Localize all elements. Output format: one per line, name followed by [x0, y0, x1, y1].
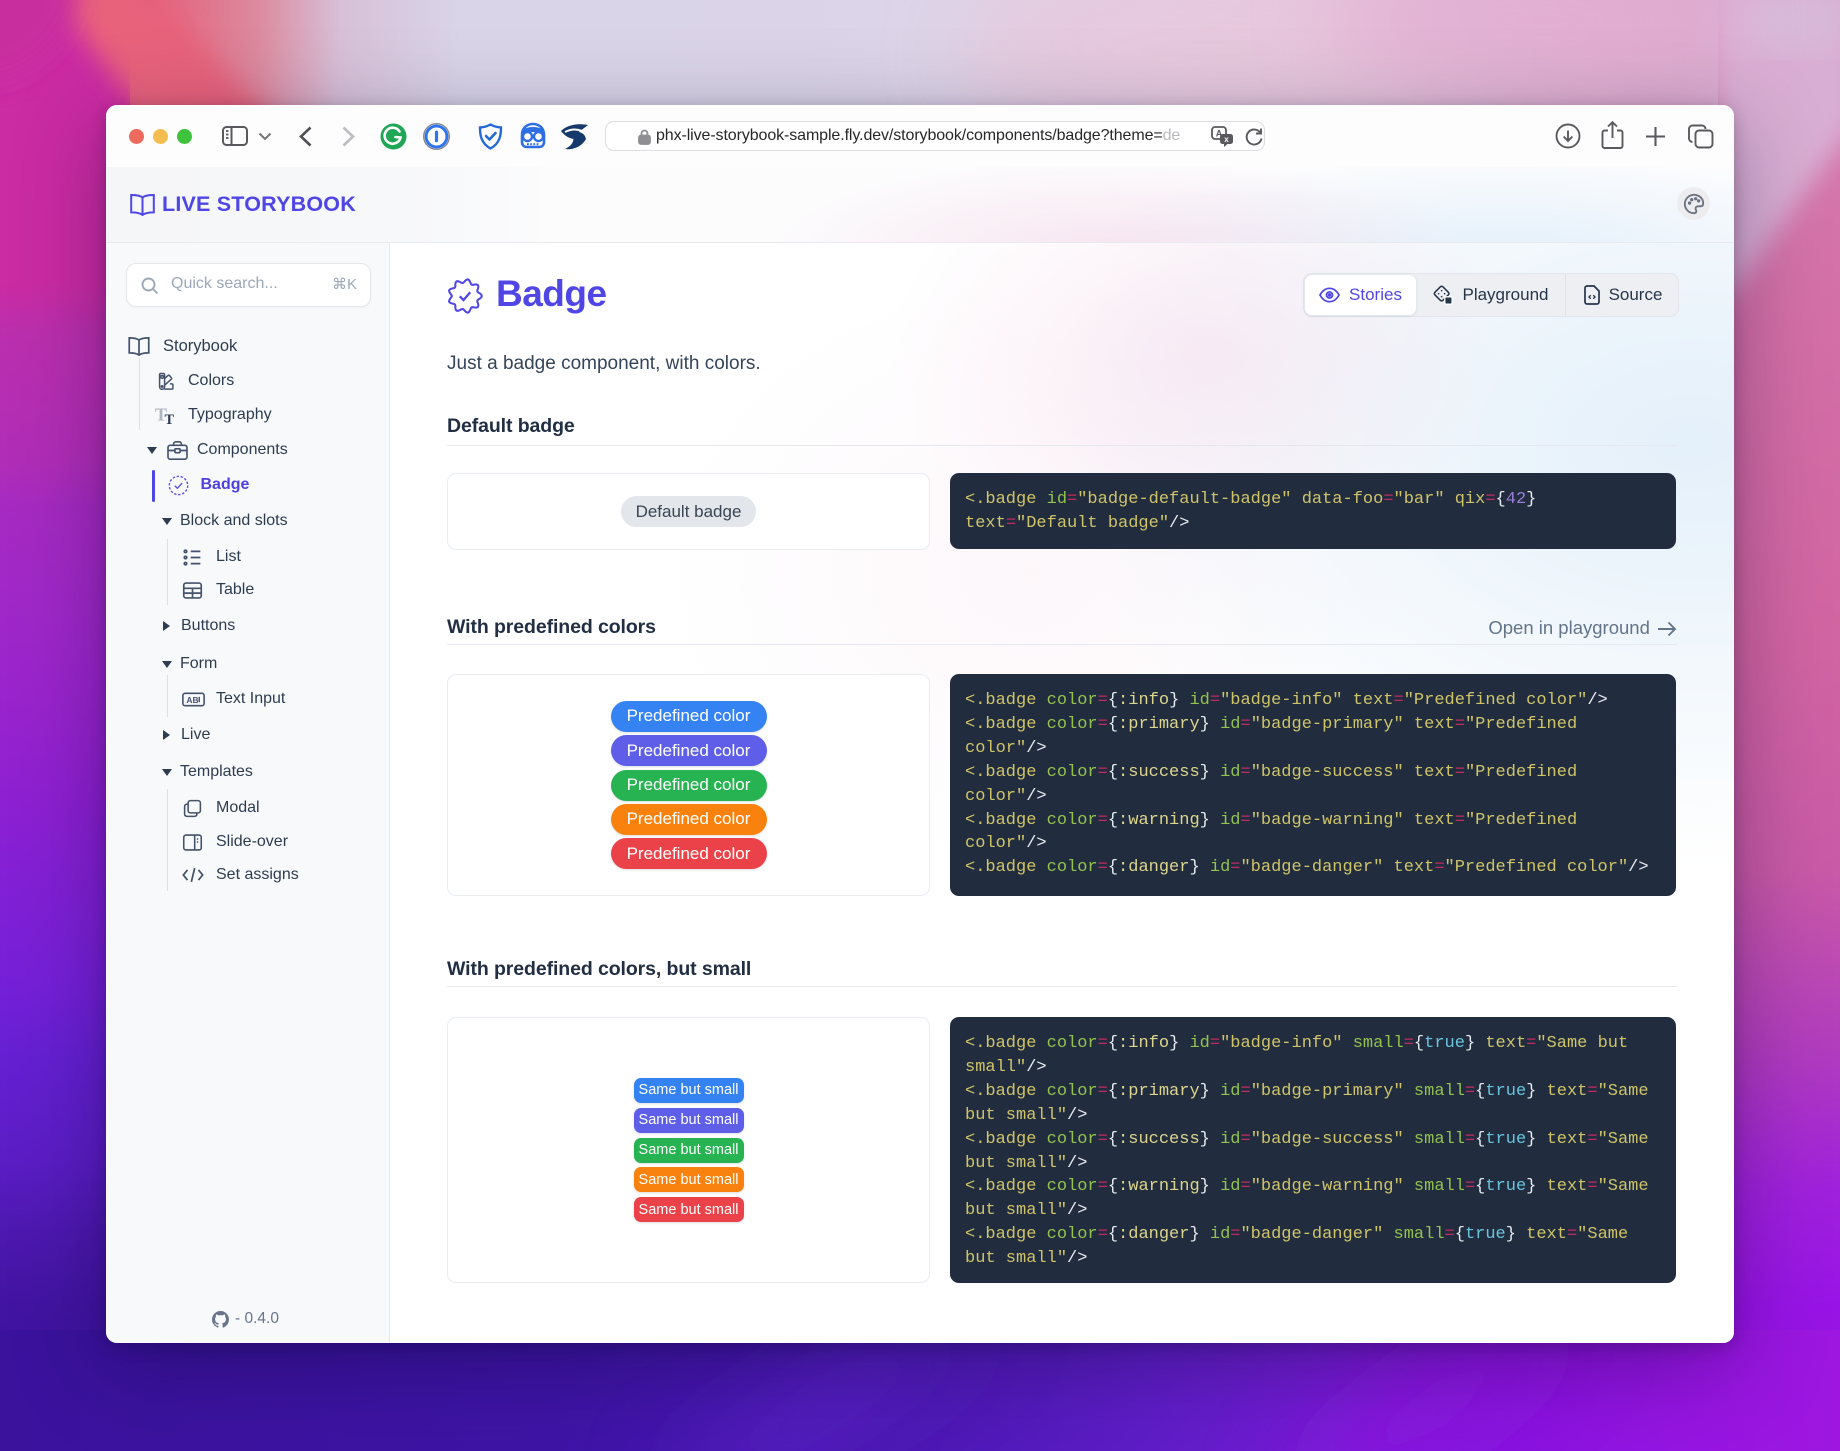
svg-text:A: A — [1216, 129, 1223, 139]
svg-text:T: T — [155, 405, 167, 424]
svg-text:T: T — [165, 412, 175, 425]
svg-text:AB: AB — [186, 695, 198, 705]
svg-text:x: x — [1224, 135, 1229, 144]
